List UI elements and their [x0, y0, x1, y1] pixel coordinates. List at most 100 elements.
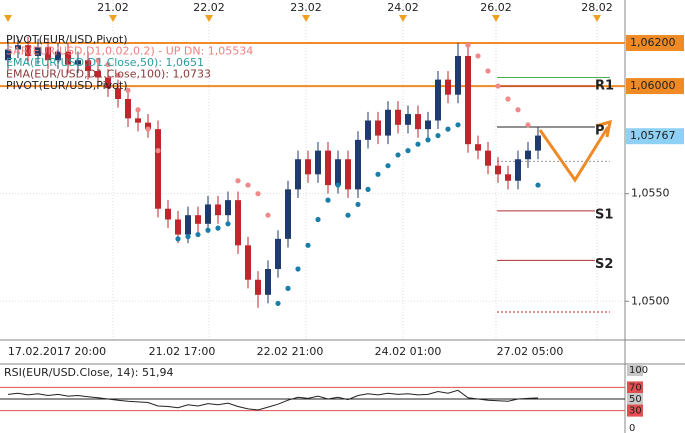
sar-dot: [395, 152, 401, 158]
candle-body: [465, 55, 471, 145]
sar-dot: [285, 285, 291, 291]
sar-dot: [445, 126, 451, 132]
candle-body: [325, 150, 331, 186]
sar-dot: [105, 61, 111, 68]
grid: [0, 0, 625, 340]
event-marker: [302, 15, 310, 22]
top-date: 21.02: [97, 1, 129, 14]
sar-dot: [155, 148, 161, 154]
candle-body: [5, 49, 11, 61]
candle-body: [75, 60, 81, 65]
sar-dot: [535, 182, 541, 188]
legend-entry: EMA(EUR/USD,D1.Close,50): 1,0651: [6, 56, 204, 69]
event-marker: [399, 15, 407, 22]
candle-body: [505, 174, 511, 181]
candle-body: [225, 200, 231, 216]
pivot-label: S1: [595, 207, 613, 222]
candle-body: [85, 60, 91, 72]
candle-body: [265, 268, 271, 295]
sar-dot: [495, 83, 501, 89]
candle-body: [205, 204, 211, 224]
price-label: 1,05767: [630, 129, 676, 142]
event-marker: [205, 15, 213, 22]
candle-body: [45, 47, 51, 61]
sar-dot: [265, 212, 271, 218]
x-tick-label: 17.02.2017 20:00: [8, 345, 106, 358]
candle-body: [155, 129, 161, 209]
candle-body: [295, 159, 301, 190]
candle-body: [365, 120, 371, 140]
candle-body: [445, 79, 451, 95]
candle-body: [285, 189, 291, 239]
candle-body: [305, 159, 311, 175]
y-tick-label: 1,0500: [631, 294, 670, 307]
candle-body: [475, 144, 481, 151]
price-label: 1,06200: [630, 36, 676, 49]
x-tick-label: 21.02 17:00: [149, 345, 216, 358]
sar-dot: [375, 171, 381, 177]
top-date: 26.02: [480, 1, 512, 14]
sar-dot: [315, 216, 321, 223]
candle-body: [165, 208, 171, 220]
top-date: 24.02: [387, 1, 419, 14]
candle-body: [485, 150, 491, 166]
sar-dot: [205, 227, 211, 233]
candle-body: [415, 114, 421, 130]
candle-body: [425, 120, 431, 130]
candle-body: [405, 114, 411, 125]
candle-body: [395, 109, 401, 125]
price-label: 1,06000: [630, 79, 676, 92]
sar-dot: [525, 122, 531, 128]
legend-entry: PIVOT(EUR/USD,Pivot): [6, 33, 128, 46]
rsi-tick-box: [627, 364, 643, 376]
sar-dot: [225, 221, 231, 227]
sar-dot: [385, 163, 391, 169]
candle-body: [115, 88, 121, 99]
pivot-label: R1: [595, 79, 614, 94]
candle-body: [335, 159, 341, 186]
sar-dot: [145, 126, 151, 132]
rsi-line: [7, 389, 539, 411]
event-marker: [4, 15, 12, 22]
candle-body: [455, 55, 461, 95]
sar-dot: [275, 300, 281, 307]
candle-body: [215, 204, 221, 216]
candle-body: [525, 150, 531, 160]
sar-dot: [335, 182, 341, 188]
sar-dot: [295, 266, 301, 272]
candle-body: [235, 200, 241, 246]
sar-dot: [505, 96, 511, 102]
candle-body: [125, 98, 131, 119]
x-tick-label: 27.02 05:00: [497, 345, 564, 358]
candle-body: [315, 150, 321, 175]
sar-dot: [305, 242, 311, 248]
sar-dot: [215, 225, 221, 231]
candle-body: [145, 122, 151, 130]
rsi-title: RSI(EUR/USD.Close, 14): 51,94: [4, 366, 173, 379]
candle-body: [255, 279, 261, 295]
pivot-label: S2: [595, 257, 613, 272]
candle-body: [535, 135, 541, 151]
price-box: [626, 35, 684, 52]
sar-dot: [365, 186, 371, 192]
sar-dot: [515, 107, 521, 113]
rsi-tick-label: 0: [629, 423, 635, 433]
candle-body: [195, 215, 201, 224]
sar-dot: [485, 68, 491, 74]
sar-dot: [325, 197, 331, 203]
candle-body: [135, 118, 141, 123]
candle-body: [65, 51, 71, 65]
arrow-head: [595, 119, 612, 138]
candle-body: [375, 120, 381, 136]
rsi-tick-box: [627, 393, 643, 405]
price-box: [626, 128, 684, 145]
candle-body: [95, 71, 101, 78]
sar-dot: [355, 201, 361, 208]
sar-dot: [175, 236, 181, 242]
candle-body: [495, 165, 501, 175]
candle-body: [275, 238, 281, 269]
sar-dot: [455, 122, 461, 128]
sar-dot: [95, 57, 101, 63]
